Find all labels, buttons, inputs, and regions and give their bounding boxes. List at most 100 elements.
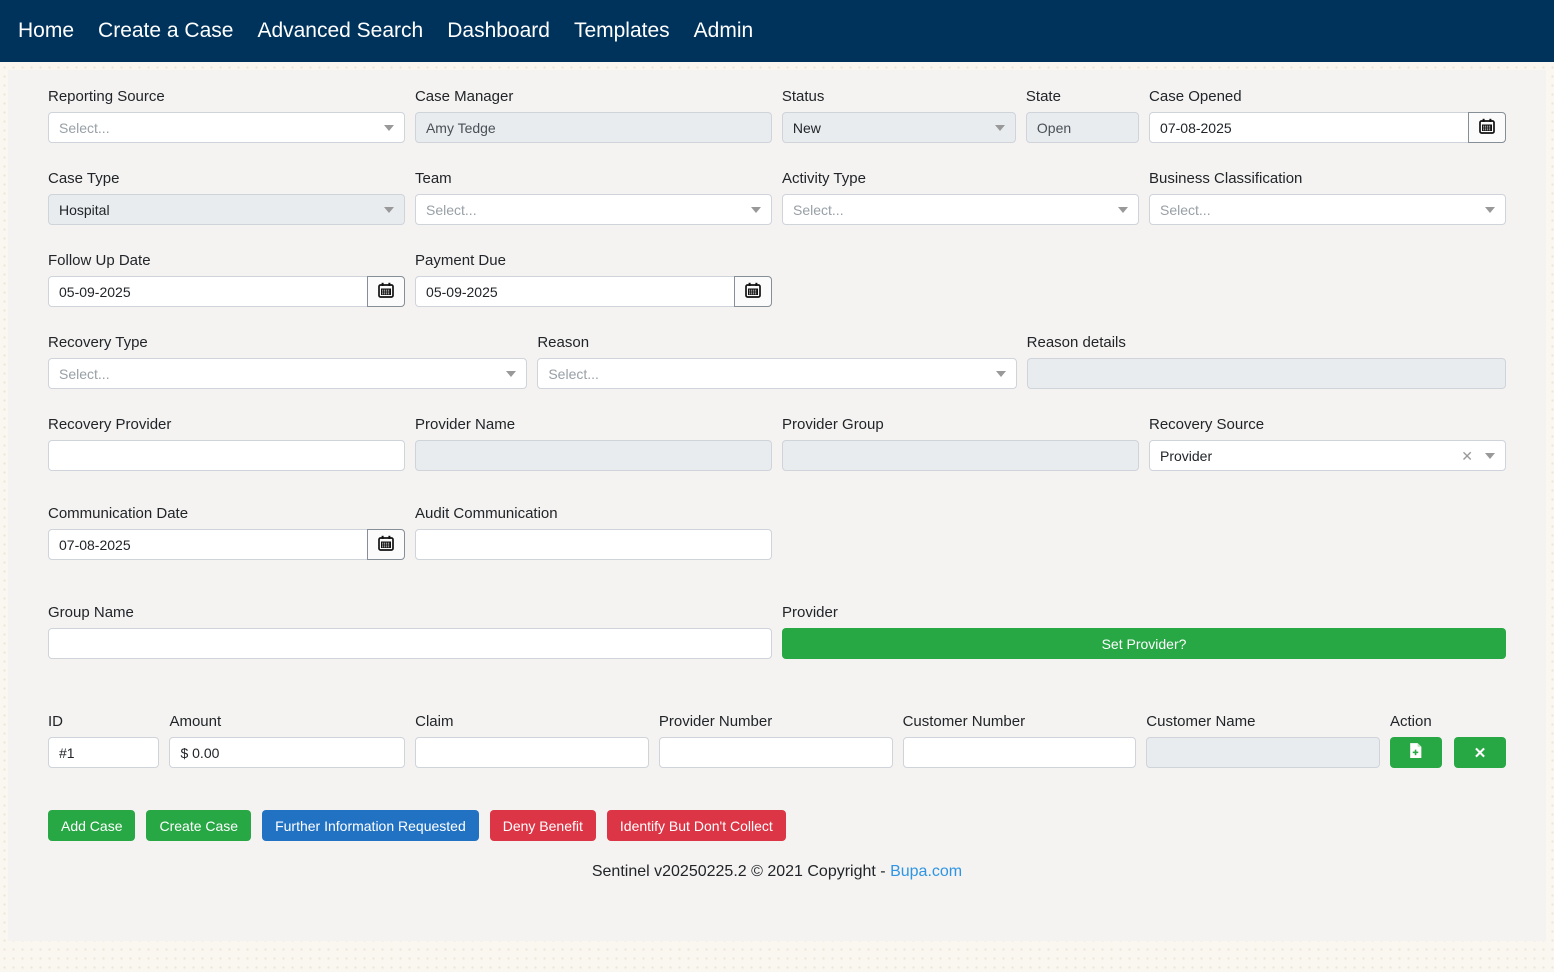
reason-select[interactable]: Select... xyxy=(537,358,1017,389)
claim-amount-label: Amount xyxy=(169,713,222,730)
claims-row: ID Amount Claim Provider Number Customer… xyxy=(48,713,1506,768)
field-claim-amount: Amount xyxy=(169,713,406,768)
team-label: Team xyxy=(415,170,452,187)
communication-date-input[interactable] xyxy=(48,529,369,560)
nav-item-dashboard[interactable]: Dashboard xyxy=(447,19,550,42)
reason-placeholder: Select... xyxy=(548,365,599,382)
nav-item-templates[interactable]: Templates xyxy=(573,19,670,42)
calendar-icon xyxy=(378,535,394,554)
field-recovery-type: Recovery Type Select... xyxy=(48,334,528,389)
case-opened-calendar-button[interactable] xyxy=(1468,112,1506,143)
footer: Sentinel v20250225.2 © 2021 Copyright - … xyxy=(48,863,1506,895)
nav-item-admin[interactable]: Admin xyxy=(693,19,754,42)
calendar-icon xyxy=(378,282,394,301)
provider-label: Provider xyxy=(782,604,838,621)
group-name-input[interactable] xyxy=(48,628,772,659)
form-row-5: Recovery Provider Provider Name Provider… xyxy=(48,416,1506,471)
field-case-type: Case Type Hospital xyxy=(48,170,405,225)
provider-number-input[interactable] xyxy=(658,737,893,768)
nav-item-create-a-case[interactable]: Create a Case xyxy=(98,19,234,42)
state-label: State xyxy=(1025,88,1061,105)
field-status: Status New xyxy=(781,88,1016,143)
field-claim-provider-number: Provider Number xyxy=(658,713,893,768)
field-audit-communication: Audit Communication xyxy=(415,505,773,560)
field-claim-action: Action ✕ xyxy=(1389,713,1506,768)
recovery-type-placeholder: Select... xyxy=(59,365,110,382)
claim-id-label: ID xyxy=(48,713,63,730)
field-business-classification: Business Classification Select... xyxy=(1149,170,1506,225)
recovery-provider-input[interactable] xyxy=(48,440,405,471)
reporting-source-placeholder: Select... xyxy=(59,119,110,136)
form-row-3: Follow Up Date Payment Due xyxy=(48,252,1506,307)
business-classification-select[interactable]: Select... xyxy=(1149,194,1506,225)
claim-amount-input[interactable] xyxy=(169,737,406,768)
nav-item-advanced-search[interactable]: Advanced Search xyxy=(257,19,424,42)
field-team: Team Select... xyxy=(415,170,772,225)
remove-claim-line-button[interactable]: ✕ xyxy=(1453,737,1506,768)
payment-due-label: Payment Due xyxy=(415,252,506,269)
provider-group-label: Provider Group xyxy=(782,416,884,433)
further-information-requested-button[interactable]: Further Information Requested xyxy=(262,810,479,841)
nav-item-home[interactable]: Home xyxy=(18,19,75,42)
add-case-button[interactable]: Add Case xyxy=(48,810,136,841)
field-claim-number: Claim xyxy=(415,713,649,768)
chevron-down-icon xyxy=(1485,206,1495,213)
reporting-source-label: Reporting Source xyxy=(48,88,165,105)
form-actions: Add Case Create Case Further Information… xyxy=(48,810,1506,841)
claim-id-input[interactable] xyxy=(48,737,160,768)
chevron-down-icon xyxy=(751,206,761,213)
follow-up-date-calendar-button[interactable] xyxy=(367,276,406,307)
business-classification-label: Business Classification xyxy=(1149,170,1303,187)
group-name-label: Group Name xyxy=(48,604,134,621)
field-group-name: Group Name xyxy=(48,604,772,659)
payment-due-calendar-button[interactable] xyxy=(734,276,773,307)
form-row-2: Case Type Hospital Team Select... Activi… xyxy=(48,170,1506,225)
recovery-source-select[interactable]: Provider ✕ xyxy=(1149,440,1506,471)
recovery-type-select[interactable]: Select... xyxy=(48,358,528,389)
identify-but-dont-collect-button[interactable]: Identify But Don't Collect xyxy=(606,810,786,841)
action-label: Action xyxy=(1389,713,1432,730)
reason-details-input xyxy=(1026,358,1506,389)
provider-number-label: Provider Number xyxy=(658,713,773,730)
case-manager-input xyxy=(414,112,772,143)
status-value: New xyxy=(792,119,821,136)
form-row-7: Group Name Provider Set Provider? xyxy=(48,604,1506,659)
activity-type-select[interactable]: Select... xyxy=(782,194,1139,225)
recovery-provider-label: Recovery Provider xyxy=(48,416,172,433)
case-opened-input[interactable] xyxy=(1149,112,1469,143)
business-classification-placeholder: Select... xyxy=(1160,201,1211,218)
claim-label: Claim xyxy=(415,713,454,730)
field-recovery-provider: Recovery Provider xyxy=(48,416,405,471)
add-claim-line-button[interactable] xyxy=(1389,737,1442,768)
reporting-source-select[interactable]: Select... xyxy=(48,112,405,143)
field-follow-up-date: Follow Up Date xyxy=(48,252,406,307)
set-provider-button[interactable]: Set Provider? xyxy=(782,628,1506,659)
x-clear-icon[interactable]: ✕ xyxy=(1461,447,1473,464)
audit-communication-input[interactable] xyxy=(415,529,773,560)
field-reason: Reason Select... xyxy=(537,334,1017,389)
activity-type-placeholder: Select... xyxy=(793,201,844,218)
field-state: State xyxy=(1025,88,1140,143)
case-type-label: Case Type xyxy=(48,170,120,187)
follow-up-date-input[interactable] xyxy=(48,276,369,307)
footer-text: Sentinel v20250225.2 © 2021 Copyright - xyxy=(591,863,891,880)
deny-benefit-button[interactable]: Deny Benefit xyxy=(489,810,596,841)
calendar-icon xyxy=(745,282,761,301)
customer-number-input[interactable] xyxy=(902,737,1137,768)
provider-name-label: Provider Name xyxy=(415,416,516,433)
team-select[interactable]: Select... xyxy=(415,194,772,225)
form-row-4: Recovery Type Select... Reason Select...… xyxy=(48,334,1506,389)
chevron-down-icon xyxy=(384,206,394,213)
payment-due-input[interactable] xyxy=(415,276,736,307)
case-type-select: Hospital xyxy=(48,194,405,225)
field-communication-date: Communication Date xyxy=(48,505,406,560)
team-placeholder: Select... xyxy=(426,201,477,218)
create-case-button[interactable]: Create Case xyxy=(146,810,252,841)
footer-link-bupa[interactable]: Bupa.com xyxy=(890,863,963,880)
form-row-6: Communication Date Audit Communication xyxy=(48,505,1506,560)
customer-name-label: Customer Name xyxy=(1146,713,1256,730)
claim-input[interactable] xyxy=(415,737,649,768)
field-provider-group: Provider Group xyxy=(782,416,1139,471)
communication-date-calendar-button[interactable] xyxy=(367,529,406,560)
case-manager-label: Case Manager xyxy=(414,88,514,105)
